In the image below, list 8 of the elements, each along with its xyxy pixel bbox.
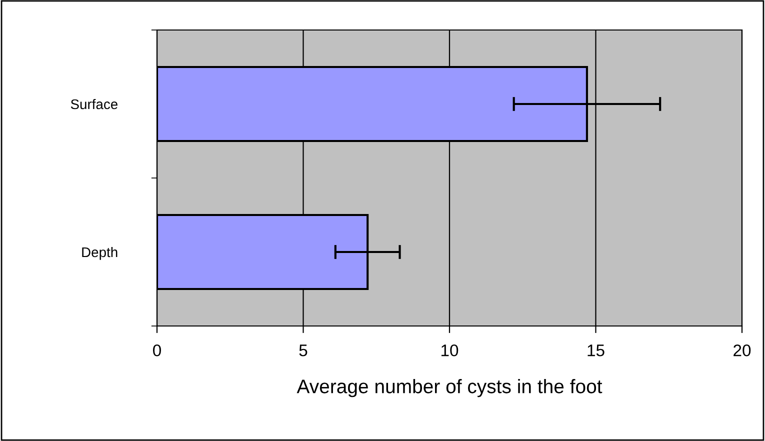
x-axis-title: Average number of cysts in the foot bbox=[296, 379, 602, 398]
y-tick-label: Surface bbox=[70, 98, 118, 110]
x-tick-label: 15 bbox=[588, 344, 604, 356]
x-tick-label: 10 bbox=[442, 344, 458, 356]
x-tick-label: 20 bbox=[734, 344, 751, 356]
y-tick-label: Depth bbox=[82, 246, 118, 260]
x-tick-label: 5 bbox=[299, 344, 308, 356]
x-tick-label: 0 bbox=[153, 344, 161, 356]
